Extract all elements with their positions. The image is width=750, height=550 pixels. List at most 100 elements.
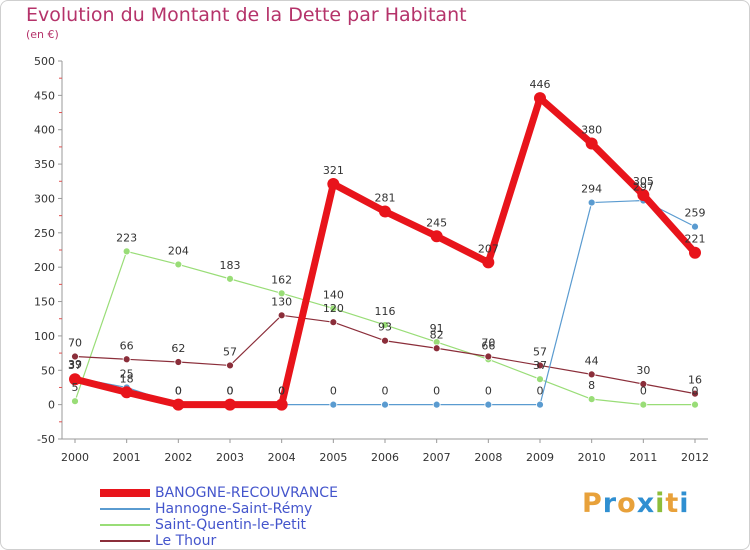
data-label: 57	[533, 345, 547, 358]
data-point	[381, 400, 389, 409]
x-tick-label: 2005	[319, 451, 347, 464]
data-point	[691, 222, 699, 231]
data-point	[430, 230, 443, 243]
data-point	[534, 92, 546, 105]
data-point	[482, 256, 495, 269]
x-tick-label: 2007	[423, 451, 451, 464]
data-label: 82	[430, 328, 444, 341]
y-tick-label: 500	[34, 55, 55, 68]
data-point	[639, 380, 648, 388]
data-point	[536, 400, 544, 409]
data-label: 446	[530, 78, 551, 91]
data-point	[120, 386, 133, 399]
legend-label: Hannogne-Saint-Rémy	[155, 501, 313, 517]
data-point	[379, 205, 391, 218]
logo-letter: i	[655, 488, 666, 519]
data-label: 66	[481, 339, 495, 352]
data-point	[71, 352, 79, 361]
data-point	[639, 400, 648, 409]
data-label: 66	[120, 339, 134, 352]
data-label: 0	[382, 385, 389, 398]
data-label: 30	[636, 364, 650, 377]
x-tick-label: 2011	[629, 451, 657, 464]
y-tick-label: 450	[34, 89, 55, 102]
y-tick-label: 200	[34, 261, 55, 274]
data-label: 259	[685, 207, 706, 220]
legend-label: Le Thour	[155, 533, 217, 549]
y-tick-label: 250	[34, 227, 55, 240]
data-point	[277, 289, 286, 298]
data-point	[689, 246, 701, 259]
x-tick-label: 2000	[61, 451, 89, 464]
data-label: 93	[378, 321, 392, 334]
data-label: 223	[116, 231, 137, 244]
data-label: 321	[323, 164, 344, 177]
x-tick-label: 2004	[268, 451, 296, 464]
data-label: 120	[323, 302, 344, 315]
data-label: 37	[68, 359, 82, 372]
x-tick-label: 2009	[526, 451, 554, 464]
data-label: 294	[581, 183, 602, 196]
x-tick-label: 2003	[216, 451, 244, 464]
data-label: 18	[120, 372, 134, 385]
data-label: 37	[533, 359, 547, 372]
data-label: 183	[220, 259, 241, 272]
data-label: 305	[633, 175, 654, 188]
data-label: 162	[271, 273, 292, 286]
data-point	[71, 397, 79, 406]
chart-subtitle: (en €)	[26, 28, 59, 41]
data-label: 204	[168, 244, 189, 257]
data-label: 25	[120, 367, 134, 380]
y-tick-label: 0	[48, 399, 55, 412]
data-label: 5	[72, 381, 79, 394]
data-label: 207	[478, 242, 499, 255]
logo-letter: i	[679, 488, 690, 519]
x-tick-label: 2010	[578, 451, 606, 464]
data-point	[484, 352, 493, 361]
y-tick-label: 350	[34, 158, 55, 171]
logo-letter: o	[617, 488, 637, 519]
data-point	[122, 247, 131, 256]
data-label: 116	[375, 305, 396, 318]
data-label: 0	[175, 385, 182, 398]
data-label: 221	[685, 233, 706, 246]
legend-swatch	[100, 489, 150, 497]
data-label: 8	[588, 379, 595, 392]
data-point	[585, 137, 598, 150]
y-tick-label: 50	[41, 364, 55, 377]
data-point	[122, 355, 131, 364]
data-point	[536, 375, 544, 384]
data-label: 0	[640, 385, 647, 398]
chart-title: Evolution du Montant de la Dette par Hab…	[26, 4, 467, 26]
data-point	[226, 274, 234, 283]
data-label: 245	[426, 216, 447, 229]
legend-label: Saint-Quentin-le-Petit	[155, 517, 306, 533]
data-point	[329, 304, 338, 313]
data-point	[327, 178, 340, 191]
data-point	[277, 311, 286, 320]
data-label: 0	[227, 385, 234, 398]
data-point	[432, 344, 441, 353]
series-line	[74, 199, 696, 406]
data-point	[691, 400, 699, 409]
data-point	[224, 398, 236, 411]
data-point	[329, 318, 338, 327]
x-tick-label: 2008	[474, 451, 502, 464]
data-label: 16	[688, 374, 702, 387]
logo-letter: x	[636, 488, 656, 519]
data-point	[172, 398, 185, 411]
y-tick-label: 150	[34, 296, 55, 309]
data-label: 0	[692, 385, 699, 398]
data-point	[691, 389, 699, 398]
data-label: 44	[585, 354, 599, 367]
data-label: 380	[581, 123, 602, 136]
y-tick-label: 300	[34, 192, 55, 205]
y-tick-label: 100	[34, 330, 55, 343]
data-label: 0	[537, 385, 544, 398]
data-point	[174, 260, 183, 269]
data-point	[226, 361, 234, 370]
legend-swatch	[100, 508, 150, 510]
data-label: 0	[227, 385, 234, 398]
data-label: 0	[175, 385, 182, 398]
data-point	[484, 400, 493, 409]
